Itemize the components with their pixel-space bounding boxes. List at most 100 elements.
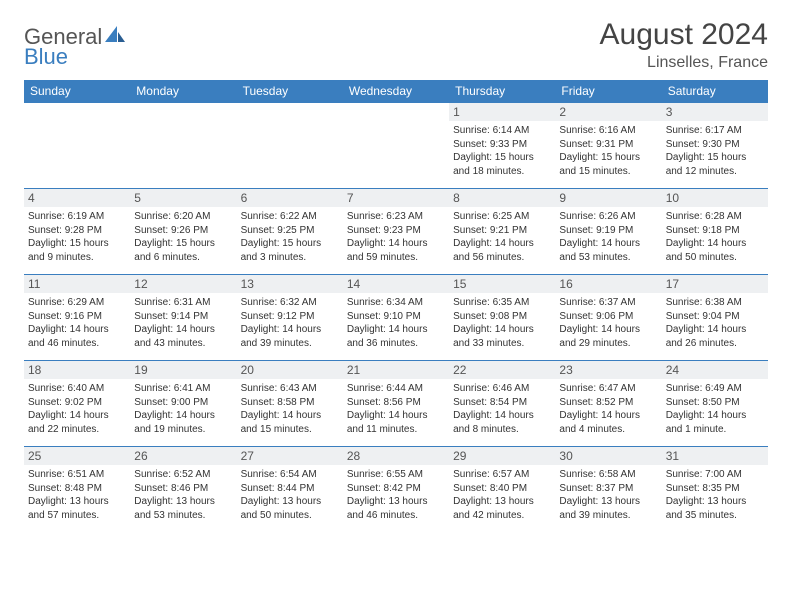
sail-icon: [105, 24, 125, 50]
daylight-text: Daylight: 14 hours: [559, 323, 657, 337]
day-number: 8: [449, 189, 555, 207]
calendar-week-row: 4 Sunrise: 6:19 AMSunset: 9:28 PMDaylight…: [24, 189, 768, 275]
day-info: Sunrise: 6:46 AMSunset: 8:54 PMDaylight:…: [453, 382, 551, 436]
day-info: Sunrise: 6:28 AMSunset: 9:18 PMDaylight:…: [666, 210, 764, 264]
day-info: Sunrise: 6:40 AMSunset: 9:02 PMDaylight:…: [28, 382, 126, 436]
calendar-day-cell: 16 Sunrise: 6:37 AMSunset: 9:06 PMDayligh…: [555, 275, 661, 361]
calendar-day-cell: 9Sunrise: 6:26 AMSunset: 9:19 PMDaylight…: [555, 189, 661, 275]
calendar-day-cell: [24, 103, 130, 189]
sunset-text: Sunset: 8:54 PM: [453, 396, 551, 410]
calendar-day-cell: 18Sunrise: 6:40 AMSunset: 9:02 PMDayligh…: [24, 361, 130, 447]
month-title: August 2024: [600, 18, 768, 52]
calendar-day-cell: 17Sunrise: 6:38 AMSunset: 9:04 PMDayligh…: [662, 275, 768, 361]
sunset-text: Sunset: 9:21 PM: [453, 224, 551, 238]
daylight-text-2: and 26 minutes.: [666, 337, 764, 351]
calendar-week-row: 1Sunrise: 6:14 AMSunset: 9:33 PMDaylight…: [24, 103, 768, 189]
day-number: 16: [555, 275, 661, 293]
day-number: 14: [343, 275, 449, 293]
day-number: 25: [24, 447, 130, 465]
sunset-text: Sunset: 8:52 PM: [559, 396, 657, 410]
daylight-text-2: and 19 minutes.: [134, 423, 232, 437]
sunset-text: Sunset: 8:58 PM: [241, 396, 339, 410]
daylight-text-2: and 50 minutes.: [666, 251, 764, 265]
daylight-text: Daylight: 15 hours: [241, 237, 339, 251]
sunrise-text: Sunrise: 6:34 AM: [347, 296, 445, 310]
day-number: 28: [343, 447, 449, 465]
sunset-text: Sunset: 8:35 PM: [666, 482, 764, 496]
calendar-day-cell: 26 Sunrise: 6:52 AMSunset: 8:46 PMDayligh…: [130, 447, 236, 533]
calendar-day-cell: 30Sunrise: 6:58 AMSunset: 8:37 PMDayligh…: [555, 447, 661, 533]
daylight-text-2: and 56 minutes.: [453, 251, 551, 265]
daylight-text-2: and 3 minutes.: [241, 251, 339, 265]
day-number: 22: [449, 361, 555, 379]
calendar-week-row: 25Sunrise: 6:51 AMSunset: 8:48 PMDayligh…: [24, 447, 768, 533]
daylight-text-2: and 33 minutes.: [453, 337, 551, 351]
day-info: Sunrise: 6:43 AMSunset: 8:58 PMDaylight:…: [241, 382, 339, 436]
day-number: 2: [555, 103, 661, 121]
day-info: Sunrise: 6:52 AMSunset: 8:46 PMDaylight:…: [134, 468, 232, 522]
day-info: Sunrise: 6:44 AMSunset: 8:56 PMDaylight:…: [347, 382, 445, 436]
day-number: 11: [24, 275, 130, 293]
sunrise-text: Sunrise: 6:23 AM: [347, 210, 445, 224]
day-info: Sunrise: 6:37 AMSunset: 9:06 PMDaylight:…: [559, 296, 657, 350]
calendar-day-cell: [237, 103, 343, 189]
day-info: Sunrise: 6:23 AMSunset: 9:23 PMDaylight:…: [347, 210, 445, 264]
sunset-text: Sunset: 9:33 PM: [453, 138, 551, 152]
daylight-text-2: and 22 minutes.: [28, 423, 126, 437]
sunrise-text: Sunrise: 7:00 AM: [666, 468, 764, 482]
weekday-header: Monday: [130, 80, 236, 103]
daylight-text-2: and 15 minutes.: [559, 165, 657, 179]
daylight-text-2: and 50 minutes.: [241, 509, 339, 523]
daylight-text-2: and 53 minutes.: [134, 509, 232, 523]
sunset-text: Sunset: 9:31 PM: [559, 138, 657, 152]
sunset-text: Sunset: 8:56 PM: [347, 396, 445, 410]
calendar-day-cell: 11 Sunrise: 6:29 AMSunset: 9:16 PMDayligh…: [24, 275, 130, 361]
sunset-text: Sunset: 8:44 PM: [241, 482, 339, 496]
day-number: 26: [130, 447, 236, 465]
day-info: Sunrise: 6:19 AMSunset: 9:28 PMDaylight:…: [28, 210, 126, 264]
daylight-text: Daylight: 14 hours: [28, 409, 126, 423]
daylight-text-2: and 1 minute.: [666, 423, 764, 437]
sunset-text: Sunset: 9:28 PM: [28, 224, 126, 238]
calendar-day-cell: 14Sunrise: 6:34 AMSunset: 9:10 PMDayligh…: [343, 275, 449, 361]
daylight-text: Daylight: 14 hours: [347, 409, 445, 423]
daylight-text-2: and 29 minutes.: [559, 337, 657, 351]
sunset-text: Sunset: 9:12 PM: [241, 310, 339, 324]
sunrise-text: Sunrise: 6:20 AM: [134, 210, 232, 224]
day-number: 4: [24, 189, 130, 207]
day-number: 19: [130, 361, 236, 379]
day-number: 12: [130, 275, 236, 293]
daylight-text: Daylight: 15 hours: [134, 237, 232, 251]
day-info: Sunrise: 6:54 AMSunset: 8:44 PMDaylight:…: [241, 468, 339, 522]
day-info: Sunrise: 6:25 AMSunset: 9:21 PMDaylight:…: [453, 210, 551, 264]
day-info: Sunrise: 6:20 AMSunset: 9:26 PMDaylight:…: [134, 210, 232, 264]
calendar-day-cell: 20Sunrise: 6:43 AMSunset: 8:58 PMDayligh…: [237, 361, 343, 447]
sunrise-text: Sunrise: 6:40 AM: [28, 382, 126, 396]
location: Linselles, France: [600, 54, 768, 72]
daylight-text: Daylight: 13 hours: [134, 495, 232, 509]
sunset-text: Sunset: 9:00 PM: [134, 396, 232, 410]
sunrise-text: Sunrise: 6:17 AM: [666, 124, 764, 138]
sunrise-text: Sunrise: 6:52 AM: [134, 468, 232, 482]
calendar-day-cell: 28 Sunrise: 6:55 AMSunset: 8:42 PMDayligh…: [343, 447, 449, 533]
calendar-day-cell: 31Sunrise: 7:00 AMSunset: 8:35 PMDayligh…: [662, 447, 768, 533]
sunrise-text: Sunrise: 6:38 AM: [666, 296, 764, 310]
sunrise-text: Sunrise: 6:31 AM: [134, 296, 232, 310]
calendar-day-cell: 1Sunrise: 6:14 AMSunset: 9:33 PMDaylight…: [449, 103, 555, 189]
daylight-text-2: and 8 minutes.: [453, 423, 551, 437]
day-number: 27: [237, 447, 343, 465]
daylight-text: Daylight: 14 hours: [453, 409, 551, 423]
calendar-day-cell: 13Sunrise: 6:32 AMSunset: 9:12 PMDayligh…: [237, 275, 343, 361]
day-info: Sunrise: 6:29 AMSunset: 9:16 PMDaylight:…: [28, 296, 126, 350]
day-info: Sunrise: 6:35 AMSunset: 9:08 PMDaylight:…: [453, 296, 551, 350]
day-info: Sunrise: 6:55 AMSunset: 8:42 PMDaylight:…: [347, 468, 445, 522]
day-number: 9: [555, 189, 661, 207]
day-number: 1: [449, 103, 555, 121]
sunset-text: Sunset: 8:37 PM: [559, 482, 657, 496]
daylight-text-2: and 6 minutes.: [134, 251, 232, 265]
daylight-text-2: and 35 minutes.: [666, 509, 764, 523]
daylight-text: Daylight: 13 hours: [347, 495, 445, 509]
daylight-text-2: and 46 minutes.: [347, 509, 445, 523]
daylight-text: Daylight: 14 hours: [666, 409, 764, 423]
sunrise-text: Sunrise: 6:28 AM: [666, 210, 764, 224]
